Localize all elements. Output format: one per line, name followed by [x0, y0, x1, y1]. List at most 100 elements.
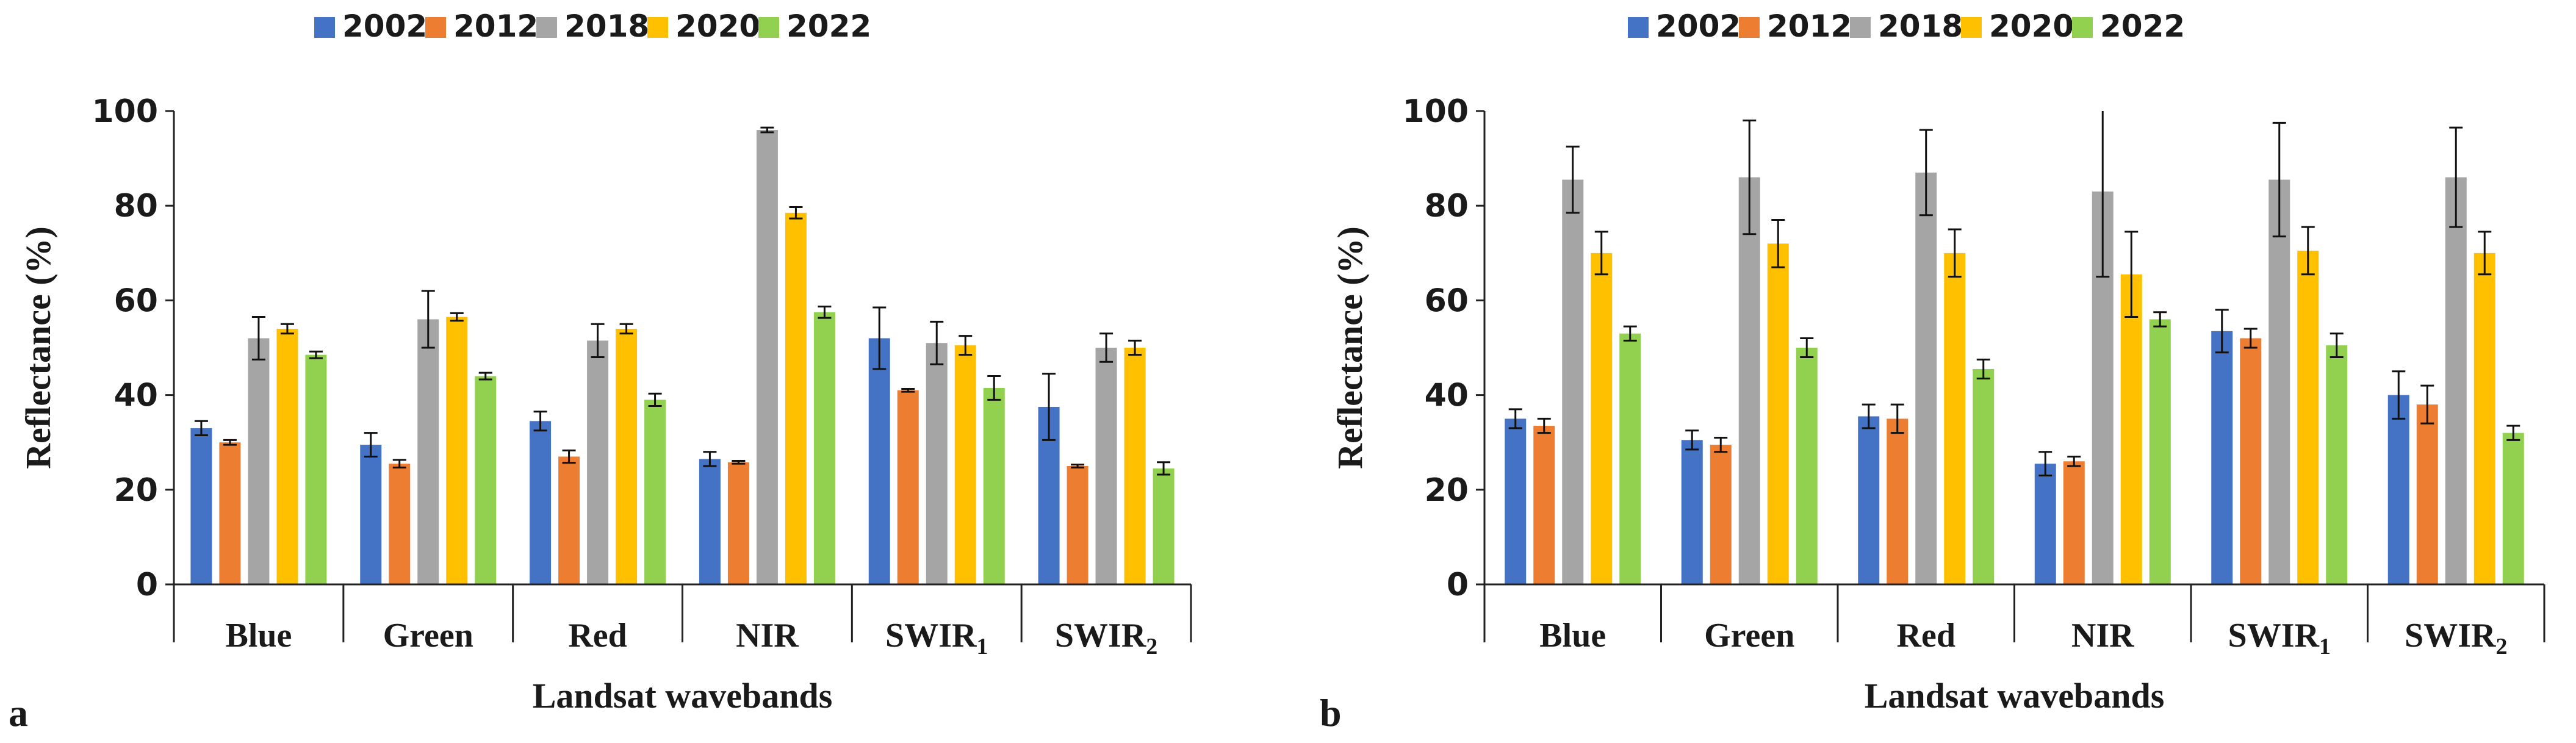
error-bar-2018 — [2096, 111, 2110, 278]
error-bar-2018 — [2449, 126, 2463, 228]
bar-2022 — [2326, 345, 2348, 584]
error-bar-2012 — [1071, 464, 1085, 468]
y-tick-label: 40 — [1425, 378, 1469, 414]
y-tick-label: 60 — [114, 282, 158, 319]
error-bar-2018 — [1919, 129, 1933, 217]
legend-label-2020: 2020 — [1989, 9, 2074, 44]
bar-2020 — [1591, 253, 1613, 584]
bar-2012 — [727, 462, 749, 584]
legend-label-2002: 2002 — [342, 9, 427, 44]
bar-2020 — [2297, 250, 2319, 584]
error-bar-2020 — [1771, 218, 1785, 268]
error-bar-2012 — [732, 459, 746, 465]
bar-2018 — [1095, 348, 1117, 584]
error-bar-2020 — [280, 323, 294, 335]
bar-2022 — [1973, 368, 1995, 584]
x-axis-title: Landsat wavebands — [533, 676, 833, 716]
bar-2012 — [219, 442, 241, 584]
bar-2012 — [1710, 445, 1732, 584]
y-tick-label: 80 — [1425, 188, 1469, 224]
legend: 2002 2012 2018 2020 2022 — [314, 9, 871, 44]
error-bar-2022 — [1623, 325, 1637, 342]
bar-2018 — [1915, 172, 1937, 584]
error-bar-2022 — [1976, 358, 1990, 379]
bar-2022 — [1619, 333, 1641, 584]
bar-2002 — [2387, 395, 2409, 584]
error-bar-2022 — [1800, 337, 1814, 359]
bar-2012 — [2240, 338, 2262, 584]
error-bar-2022 — [818, 305, 832, 319]
error-bar-2018 — [760, 126, 774, 134]
legend-label-2002: 2002 — [1656, 9, 1741, 44]
legend-label-2022: 2022 — [2100, 9, 2185, 44]
error-bar-2012 — [392, 459, 406, 468]
error-bar-2018 — [1099, 332, 1114, 363]
legend-label-2012: 2012 — [1767, 9, 1852, 44]
bar-2002 — [1505, 418, 1527, 584]
error-bar-2012 — [2067, 455, 2081, 467]
bar-2022 — [2149, 319, 2171, 584]
bar-2022 — [305, 354, 327, 584]
legend-swatch-2022 — [758, 17, 779, 38]
x-tick-label: SWIR2 — [2405, 617, 2507, 659]
error-bar-2022 — [478, 372, 492, 381]
bar-2002 — [530, 421, 552, 584]
y-tick-label: 40 — [114, 378, 158, 414]
bar-2018 — [587, 340, 609, 584]
error-bar-2022 — [987, 375, 1001, 401]
y-tick-label: 80 — [114, 188, 158, 224]
error-bar-2002 — [1862, 403, 1876, 429]
legend-swatch-2002 — [1628, 17, 1649, 38]
error-bar-2012 — [2243, 328, 2258, 349]
bar-2002 — [360, 445, 382, 584]
x-tick-label: NIR — [2071, 617, 2134, 655]
error-bar-2002 — [364, 432, 378, 458]
legend-swatch-2020 — [647, 17, 668, 38]
error-bar-2002 — [2392, 370, 2406, 420]
bar-2020 — [2473, 253, 2495, 584]
error-bar-2002 — [872, 306, 887, 370]
bar-2020 — [276, 328, 298, 584]
legend-swatch-2012 — [425, 17, 446, 38]
legend: 2002 2012 2018 2020 2022 — [1628, 9, 2185, 44]
y-tick-label: 20 — [1425, 472, 1469, 509]
y-tick-label: 100 — [1402, 93, 1469, 130]
error-bar-2012 — [562, 449, 576, 464]
bar-2002 — [699, 459, 721, 584]
x-tick-label: Green — [1704, 617, 1794, 655]
x-axis-title: Landsat wavebands — [1865, 676, 2165, 716]
legend-swatch-2022 — [2072, 17, 2093, 38]
bar-2012 — [2416, 404, 2438, 584]
legend-label-2018: 2018 — [564, 9, 649, 44]
y-tick-label: 0 — [1447, 567, 1469, 603]
error-bar-2012 — [1537, 417, 1551, 434]
error-bar-2002 — [194, 420, 208, 437]
error-bar-2012 — [223, 439, 237, 446]
bar-2022 — [644, 400, 666, 584]
x-tick-label: Blue — [225, 617, 292, 655]
bar-2018 — [756, 130, 778, 585]
bar-2020 — [2120, 274, 2142, 584]
bar-2018 — [1738, 177, 1760, 584]
error-bar-2018 — [930, 320, 944, 365]
error-bar-2018 — [591, 323, 605, 359]
panel-label: a — [9, 691, 28, 734]
error-bar-2002 — [703, 451, 717, 467]
bar-2020 — [446, 317, 468, 584]
bar-2022 — [2502, 433, 2524, 584]
bar-2012 — [897, 390, 919, 584]
error-bar-2022 — [309, 350, 323, 359]
y-tick-label: 60 — [1425, 282, 1469, 319]
error-bar-2012 — [1890, 403, 1904, 434]
x-tick-label: Red — [1897, 617, 1955, 655]
legend-swatch-2018 — [1850, 17, 1871, 38]
error-bar-2002 — [1042, 373, 1056, 441]
bar-2020 — [1944, 253, 1966, 584]
legend-label-2018: 2018 — [1878, 9, 1963, 44]
legend-swatch-2002 — [314, 17, 335, 38]
bar-2022 — [983, 387, 1005, 584]
bar-2002 — [1681, 440, 1703, 584]
x-tick-label: SWIR1 — [885, 617, 988, 659]
bar-2020 — [785, 212, 807, 585]
bar-2012 — [558, 456, 580, 584]
